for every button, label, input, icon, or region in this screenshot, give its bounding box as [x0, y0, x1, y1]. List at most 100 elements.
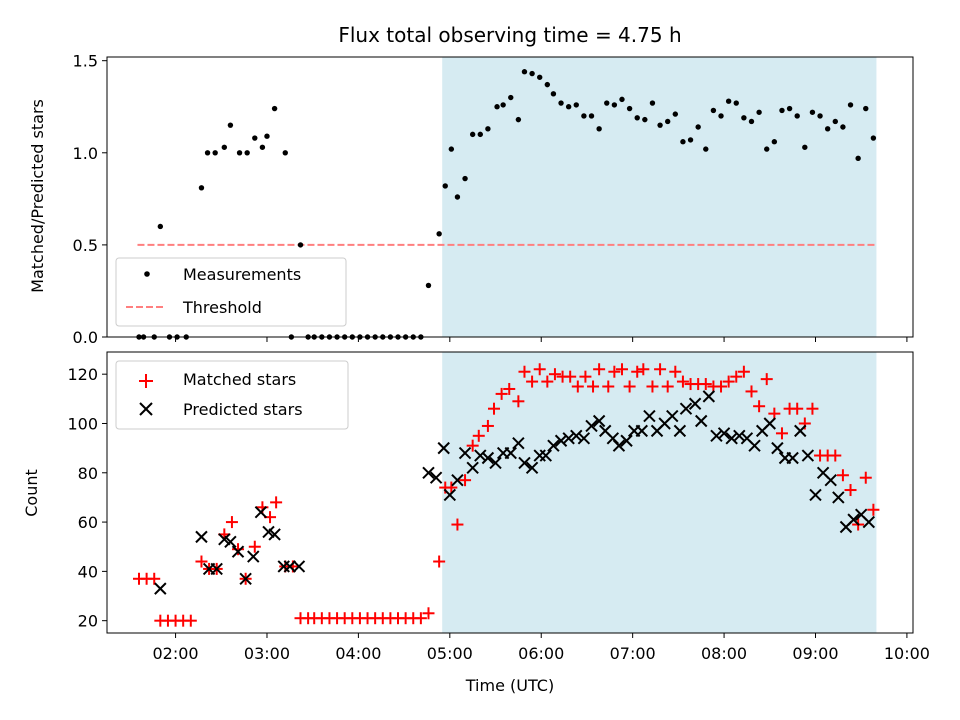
measurement-point — [710, 107, 717, 114]
matched-star-point — [148, 572, 161, 585]
measurement-point — [634, 115, 640, 121]
measurement-point — [817, 113, 823, 119]
measurement-point — [748, 118, 755, 125]
measurement-markers — [136, 69, 877, 340]
top-ylabel: Matched/Predicted stars — [28, 99, 47, 293]
measurement-point — [282, 150, 288, 156]
y-tick-label: 40 — [78, 562, 98, 581]
x-tick-label: 08:00 — [701, 644, 747, 663]
predicted-star-point — [489, 456, 502, 470]
measurement-point — [870, 135, 877, 141]
matched-star-point — [676, 375, 689, 388]
predicted-star-point — [771, 441, 784, 455]
measurement-point — [786, 105, 793, 112]
matched-star-point — [722, 375, 735, 388]
predicted-star-point — [443, 488, 457, 502]
predicted-star-point — [809, 488, 822, 502]
predicted-star-point — [525, 461, 539, 475]
measurement-point — [558, 100, 564, 106]
matched-star-point — [451, 518, 464, 531]
x-tick-label: 09:00 — [792, 644, 838, 663]
measurement-point — [733, 100, 739, 106]
predicted-star-point — [458, 446, 472, 460]
predicted-star-point — [620, 434, 633, 447]
predicted-star-point — [422, 466, 435, 479]
measurement-point — [703, 146, 709, 152]
predicted-star-point — [512, 436, 525, 450]
predicted-star-point — [554, 434, 568, 447]
legend-matched-marker — [139, 374, 153, 388]
measurement-point — [840, 124, 846, 130]
measurement-point — [695, 124, 701, 130]
predicted-star-point — [562, 432, 575, 445]
predicted-star-point — [695, 414, 708, 428]
matched-star-point — [775, 427, 788, 440]
measurement-point — [626, 105, 633, 112]
predicted-star-point — [466, 461, 479, 475]
matched-star-point — [654, 363, 667, 376]
measurement-point — [847, 102, 854, 108]
measurement-point — [252, 135, 258, 141]
legend-measurements-label: Measurements — [183, 265, 301, 284]
measurement-point — [425, 282, 432, 289]
measurement-point — [521, 69, 528, 75]
matched-star-point — [730, 370, 743, 383]
measurement-point — [802, 144, 808, 150]
predicted-star-point — [504, 446, 517, 460]
matched-star-point — [533, 363, 546, 376]
matched-star-point — [844, 484, 857, 497]
predicted-star-point — [612, 439, 626, 452]
y-tick-label: 80 — [78, 464, 98, 483]
measurement-point — [611, 102, 618, 108]
top-legend-box — [115, 257, 347, 327]
x-tick-label: 07:00 — [610, 644, 656, 663]
predicted-star-point — [247, 550, 260, 563]
matched-star-point — [867, 503, 880, 516]
matched-star-point — [232, 543, 245, 556]
predicted-star-point — [474, 449, 487, 462]
y-tick-label: 1.0 — [73, 144, 98, 163]
predicted-star-point — [748, 439, 761, 452]
measurement-point — [771, 139, 778, 145]
matched-star-point — [526, 375, 539, 388]
measurement-point — [529, 70, 535, 77]
measurement-point — [794, 113, 800, 119]
predicted-star-point — [733, 429, 746, 443]
matched-star-point — [548, 368, 561, 381]
legend-measurements-marker — [144, 271, 150, 277]
predicted-star-point — [254, 506, 268, 519]
bottom-plot-frame — [106, 351, 914, 634]
measurement-point — [469, 131, 476, 138]
predicted-star-point — [824, 473, 837, 487]
bottom-shaded-interval — [442, 352, 877, 633]
top-legend: Measurements Threshold — [115, 257, 347, 327]
measurement-point — [500, 102, 506, 108]
matched-star-point — [715, 380, 728, 393]
matched-star-point — [791, 402, 804, 415]
matched-star-point — [248, 540, 261, 553]
predicted-star-point — [518, 456, 531, 470]
x-tick-label: 05:00 — [427, 644, 473, 663]
matched-star-point — [541, 375, 554, 388]
measurement-point — [550, 91, 557, 97]
predicted-star-point — [679, 402, 693, 415]
matched-star-point — [669, 365, 682, 378]
measurement-point — [212, 150, 218, 156]
matched-star-point — [422, 607, 435, 620]
measurement-point — [236, 150, 243, 156]
matched-star-point — [608, 365, 621, 378]
predicted-star-point — [429, 471, 443, 484]
matched-star-point — [859, 471, 872, 484]
legend-predicted-marker — [139, 402, 153, 416]
matched-star-point — [631, 365, 644, 378]
matched-star-point — [806, 402, 819, 415]
measurement-point — [642, 116, 648, 123]
x-axis-label: Time (UTC) — [465, 676, 554, 695]
predicted-star-point — [154, 582, 167, 595]
predicted-star-point — [725, 432, 738, 445]
matched-star-point — [488, 402, 501, 415]
matched-star-point — [737, 365, 750, 378]
top-y-ticks: 0.0 0.5 1.0 1.5 — [73, 52, 107, 347]
predicted-star-point — [666, 409, 679, 423]
